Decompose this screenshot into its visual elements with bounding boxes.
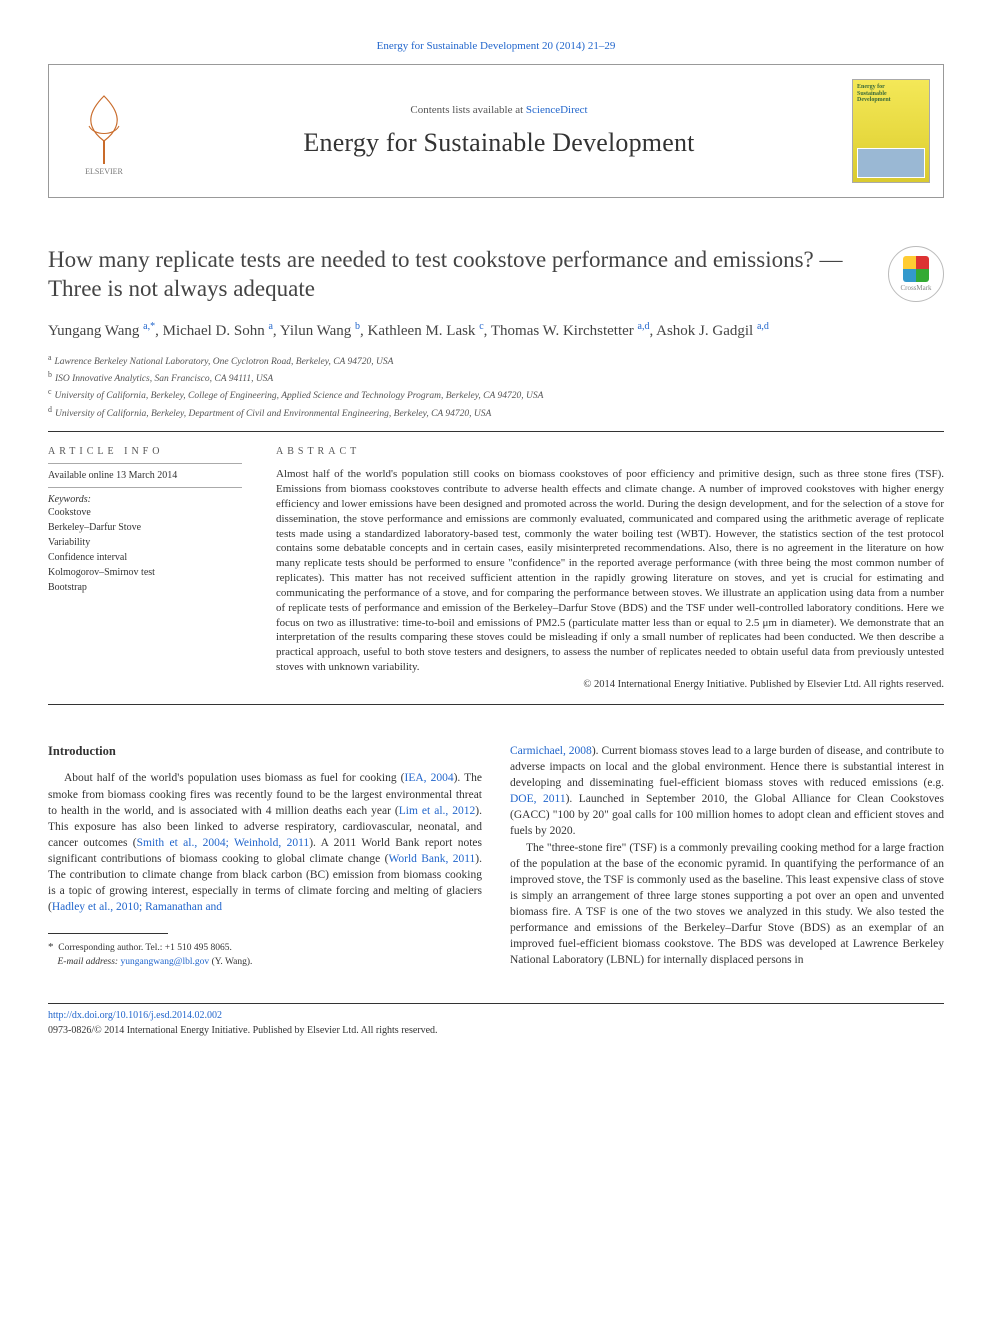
keyword-item: Variability xyxy=(48,535,242,550)
abstract-text: Almost half of the world's population st… xyxy=(276,467,944,675)
citation-link[interactable]: DOE, 2011 xyxy=(510,793,566,805)
svg-text:ELSEVIER: ELSEVIER xyxy=(85,167,123,176)
citation-link[interactable]: Lim et al., 2012 xyxy=(399,805,476,817)
keyword-item: Confidence interval xyxy=(48,550,242,565)
page-footer: http://dx.doi.org/10.1016/j.esd.2014.02.… xyxy=(48,1003,944,1038)
citation-link[interactable]: Smith et al., 2004; Weinhold, 2011 xyxy=(137,837,310,849)
citation-link[interactable]: IEA, 2004 xyxy=(405,772,454,784)
divider xyxy=(48,704,944,705)
article-info-heading: article info xyxy=(48,446,242,457)
citation-link[interactable]: Carmichael, 2008 xyxy=(510,745,592,757)
keyword-item: Cookstove xyxy=(48,505,242,520)
keyword-item: Bootstrap xyxy=(48,580,242,595)
sciencedirect-link[interactable]: ScienceDirect xyxy=(526,104,588,116)
footnote-separator xyxy=(48,933,168,934)
journal-cover: Energy for Sustainable Development xyxy=(839,65,943,197)
online-date: Available online 13 March 2014 xyxy=(48,470,242,481)
article-title: How many replicate tests are needed to t… xyxy=(48,246,868,304)
corresponding-author-footnote: * Corresponding author. Tel.: +1 510 495… xyxy=(48,940,482,969)
intro-paragraph-2: Carmichael, 2008). Current biomass stove… xyxy=(510,743,944,840)
intro-paragraph-3: The "three-stone fire" (TSF) is a common… xyxy=(510,840,944,969)
divider xyxy=(48,431,944,432)
crossmark-badge[interactable]: CrossMark xyxy=(888,246,944,302)
article-body: Introduction About half of the world's p… xyxy=(48,743,944,969)
keywords-label: Keywords: xyxy=(48,494,242,505)
contents-available: Contents lists available at ScienceDirec… xyxy=(410,104,587,116)
affiliations: aLawrence Berkeley National Laboratory, … xyxy=(48,352,944,422)
journal-header: ELSEVIER Contents lists available at Sci… xyxy=(48,64,944,198)
crossmark-icon xyxy=(903,256,929,282)
abstract-copyright: © 2014 International Energy Initiative. … xyxy=(276,679,944,690)
citation-link[interactable]: Hadley et al., 2010; Ramanathan and xyxy=(52,901,222,913)
journal-reference-link[interactable]: Energy for Sustainable Development 20 (2… xyxy=(377,40,616,52)
abstract-heading: abstract xyxy=(276,446,944,457)
journal-name: Energy for Sustainable Development xyxy=(303,128,694,158)
email-link[interactable]: yungangwang@lbl.gov xyxy=(120,957,209,967)
section-heading-introduction: Introduction xyxy=(48,743,482,761)
journal-reference: Energy for Sustainable Development 20 (2… xyxy=(48,40,944,52)
keywords-list: CookstoveBerkeley–Darfur StoveVariabilit… xyxy=(48,505,242,595)
keyword-item: Berkeley–Darfur Stove xyxy=(48,520,242,535)
article-info: article info Available online 13 March 2… xyxy=(48,446,242,690)
keyword-item: Kolmogorov–Smirnov test xyxy=(48,565,242,580)
issn-copyright: 0973-0826/© 2014 International Energy In… xyxy=(48,1025,438,1036)
intro-paragraph-1: About half of the world's population use… xyxy=(48,770,482,915)
doi-link[interactable]: http://dx.doi.org/10.1016/j.esd.2014.02.… xyxy=(48,1010,222,1021)
elsevier-logo: ELSEVIER xyxy=(49,65,159,197)
author-list: Yungang Wang a,*, Michael D. Sohn a, Yil… xyxy=(48,320,944,342)
citation-link[interactable]: World Bank, 2011 xyxy=(388,853,475,865)
